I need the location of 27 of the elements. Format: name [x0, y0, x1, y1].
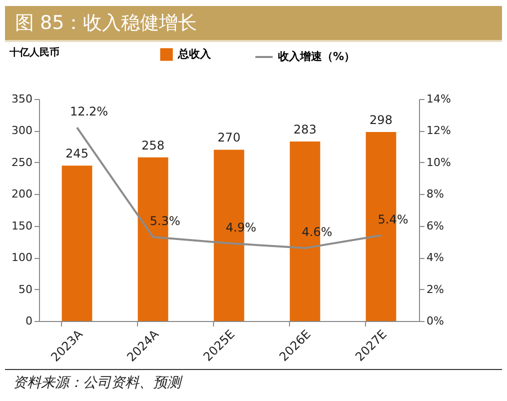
y2-tick-label: 6% [426, 219, 444, 232]
y-tick-label: 250 [12, 156, 32, 169]
y2-tick-label: 2% [426, 282, 444, 296]
y2-tick-label: 8% [426, 188, 444, 201]
y-axis-title: 十亿人民币 [8, 46, 60, 58]
data-label: 258 [142, 138, 164, 152]
legend-label: 收入增速（%） [278, 50, 356, 63]
y2-tick-label: 14% [426, 92, 451, 106]
text: 资料来源：公司资料、预测 [5, 369, 502, 396]
y-tick-label: 0 [26, 314, 32, 328]
legend-label: 总收入 [177, 48, 212, 60]
data-label: 12.2% [70, 104, 108, 119]
y2-tick-label: 4% [426, 251, 444, 264]
y-tick-label: 350 [12, 92, 32, 106]
data-label: 270 [218, 130, 240, 145]
y2-tick-label: 0% [426, 314, 444, 328]
y-tick-label: 50 [18, 282, 32, 296]
data-label: 245 [66, 146, 88, 161]
y-tick-label: 200 [12, 188, 32, 201]
y2-tick-label: 12% [426, 124, 451, 138]
y2-tick-label: 10% [426, 156, 451, 169]
y-tick-label: 100 [12, 251, 32, 264]
y-tick-label: 150 [12, 219, 32, 232]
y-tick-label: 300 [12, 124, 32, 138]
data-label: 298 [370, 112, 392, 127]
data-label: 283 [294, 122, 316, 136]
chart-title: 图 85：收入稳健增长 [5, 6, 502, 42]
